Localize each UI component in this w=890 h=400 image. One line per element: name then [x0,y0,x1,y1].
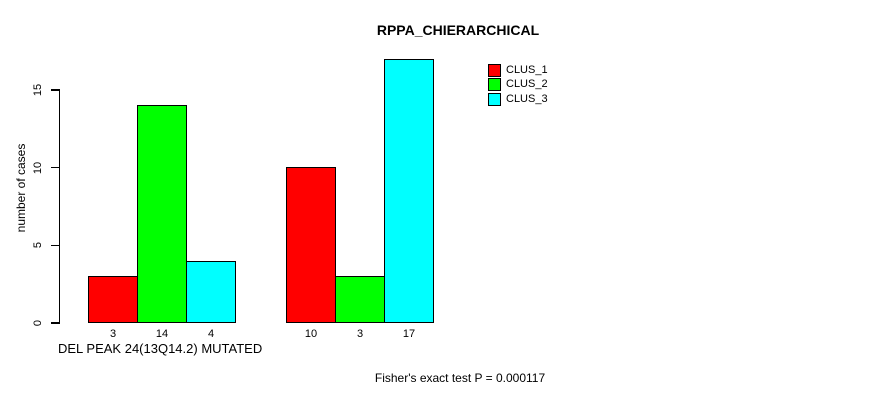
fisher-test-note: Fisher's exact test P = 0.000117 [374,371,546,385]
legend-label-clus_1: CLUS_1 [506,64,548,76]
y-tick-mark-0 [51,322,59,324]
y-tick-label-10: 10 [32,161,44,174]
legend-swatch-clus_3 [488,92,501,106]
legend-swatch-clus_1 [488,64,501,77]
y-tick-mark-5 [51,244,59,246]
legend-swatch-clus_2 [488,78,501,92]
y-tick-label-5: 5 [32,242,44,249]
bar-value-group1-clus_3: 4 [207,328,215,340]
y-axis-line [58,89,60,324]
legend-item-clus_2: CLUS_2 [488,78,548,92]
chart-title: RPPA_CHIERARCHICAL [376,22,540,38]
y-tick-mark-15 [51,89,59,91]
y-axis-label: number of cases [14,143,28,233]
x-axis-label: DEL PEAK 24(13Q14.2) MUTATED [58,341,263,356]
y-tick-label-0: 0 [32,319,44,327]
bar-value-group2-clus_2: 3 [356,328,364,340]
bar-group1-clus_2 [137,105,187,323]
y-tick-mark-10 [51,166,59,169]
bar-value-group1-clus_2: 14 [155,328,169,340]
legend-item-clus_3: CLUS_3 [488,92,548,106]
bar-value-group2-clus_1: 10 [304,328,318,340]
legend-item-clus_1: CLUS_1 [488,64,548,77]
bar-value-group1-clus_1: 3 [109,328,117,340]
bar-group2-clus_2 [335,276,385,323]
bar-group2-clus_3 [384,59,434,323]
legend-label-clus_2: CLUS_2 [506,78,548,91]
bar-group1-clus_3 [186,261,236,323]
bar-group2-clus_1 [286,167,336,323]
legend-label-clus_3: CLUS_3 [506,92,548,105]
y-tick-label-15: 15 [32,83,44,96]
bar-group1-clus_1 [88,276,138,323]
bar-value-group2-clus_3: 17 [402,328,416,340]
